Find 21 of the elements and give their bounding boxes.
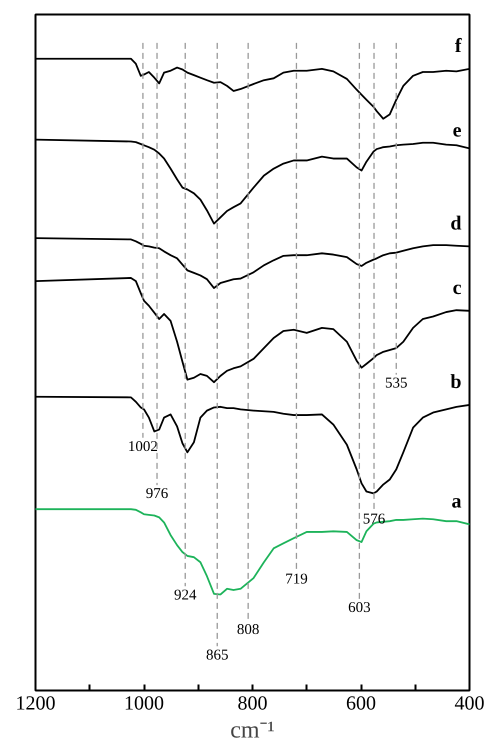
x-tick-label: 800 [238, 692, 268, 714]
x-tick-label: 400 [454, 692, 484, 714]
x-tick-label: 600 [346, 692, 376, 714]
x-tick-label: 1000 [124, 692, 164, 714]
ref-line-label: 976 [146, 486, 169, 502]
ref-line-label: 719 [285, 571, 308, 588]
series-label: d [450, 212, 462, 234]
series-label: e [452, 119, 462, 142]
x-axis-title: cm⁻¹ [230, 718, 275, 744]
ref-line-label: 576 [362, 511, 386, 528]
series-label: c [452, 276, 462, 299]
ref-line-label: 924 [174, 587, 197, 604]
series-label: b [450, 370, 462, 393]
ref-line-label: 535 [385, 376, 408, 392]
ref-line-label: 808 [236, 622, 260, 638]
ref-line-label: 1002 [128, 438, 158, 455]
x-tick-label: 1200 [16, 692, 56, 714]
ref-line-label: 603 [348, 600, 371, 616]
series-label: a [452, 490, 462, 512]
ref-line-label: 865 [206, 647, 228, 664]
series-label: f [454, 34, 462, 57]
